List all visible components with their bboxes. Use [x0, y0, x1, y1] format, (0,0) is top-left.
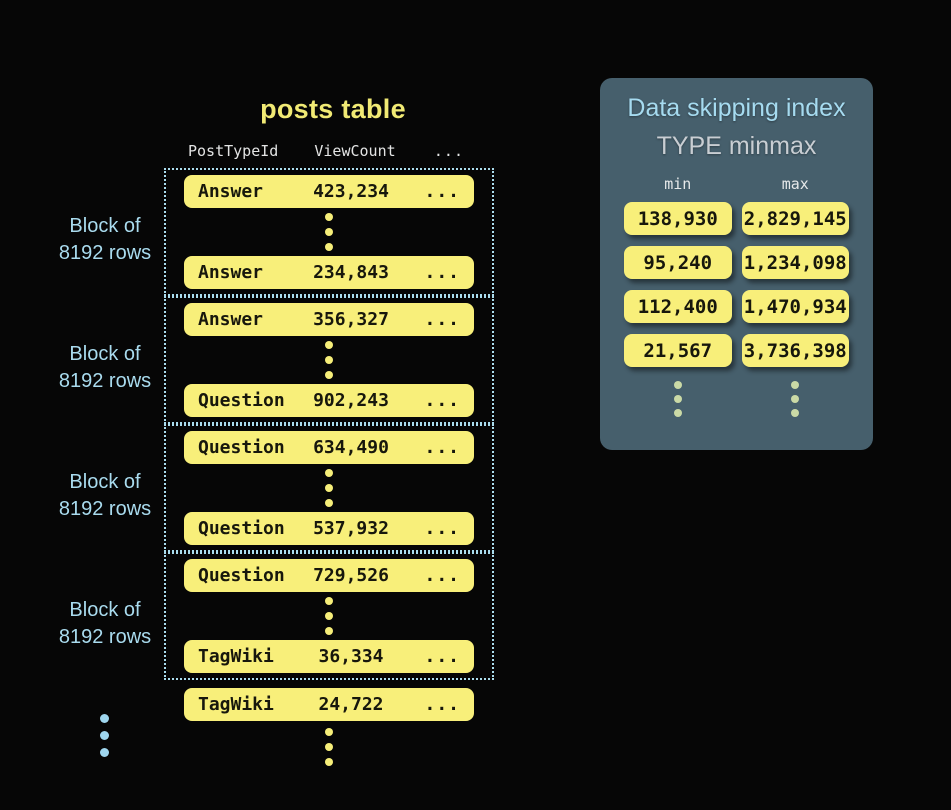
row-more: ...	[424, 437, 460, 458]
minmax-ellipsis-row	[624, 381, 849, 417]
row-posttypeid: Answer	[198, 262, 264, 283]
block-label-line: 8192 rows	[58, 242, 152, 264]
vertical-ellipsis-icon	[325, 597, 333, 635]
row-posttypeid: Question	[198, 390, 285, 411]
max-value-chip: 3,736,398	[741, 334, 849, 367]
vertical-ellipsis-icon	[325, 341, 333, 379]
block-label-line: 8192 rows	[58, 370, 152, 392]
row-viewcount: 902,243	[313, 390, 389, 411]
column-header-more: ...	[433, 142, 464, 160]
table-row: Answer 234,843...	[184, 256, 474, 289]
max-value-chip: 1,470,934	[741, 290, 849, 323]
max-value-chip: 1,234,098	[741, 246, 849, 279]
panel-subtitle: TYPE minmax	[656, 132, 817, 160]
vertical-ellipsis-icon	[791, 381, 800, 417]
row-viewcount: 729,526	[313, 565, 389, 586]
row-viewcount: 423,234	[313, 181, 389, 202]
row-posttypeid: Question	[198, 518, 285, 539]
block-size-label: Block of 8192 rows	[25, 341, 185, 395]
row-more: ...	[424, 309, 460, 330]
table-block: Question 729,526... TagWiki 36,334...	[164, 552, 494, 680]
block-label-line: Block of	[69, 343, 141, 365]
row-viewcount: 234,843	[313, 262, 389, 283]
block-size-label: Block of 8192 rows	[25, 213, 185, 267]
data-skipping-index-panel: Data skipping index TYPE minmax min max …	[600, 78, 873, 450]
row-more: ...	[424, 390, 460, 411]
table-row: Question 902,243...	[184, 384, 474, 417]
minmax-value-grid: 138,930 2,829,145 95,240 1,234,098 112,400 1,…	[624, 202, 849, 367]
posts-table-blocks: Answer 423,234... Answer 234,843... Answer 35…	[164, 168, 494, 680]
minmax-column-headers: min max	[624, 175, 849, 193]
row-more: ...	[424, 518, 460, 539]
row-viewcount: 356,327	[313, 309, 389, 330]
table-block: Answer 356,327... Question 902,243...	[164, 296, 494, 424]
row-more: ...	[424, 262, 460, 283]
row-posttypeid: Answer	[198, 309, 264, 330]
row-posttypeid: Question	[198, 565, 285, 586]
row-posttypeid: TagWiki	[198, 646, 274, 667]
row-posttypeid: Question	[198, 437, 285, 458]
row-more: ...	[424, 646, 460, 667]
min-value-chip: 138,930	[624, 202, 732, 235]
min-value-chip: 112,400	[624, 290, 732, 323]
table-row: Question 634,490...	[184, 431, 474, 464]
table-block: Answer 423,234... Answer 234,843...	[164, 168, 494, 296]
row-viewcount: 634,490	[313, 437, 389, 458]
block-label-line: 8192 rows	[58, 498, 152, 520]
row-viewcount: 24,722	[318, 694, 384, 715]
vertical-ellipsis-icon	[100, 714, 109, 757]
posts-table-title: posts table	[260, 94, 406, 124]
row-viewcount: 537,932	[313, 518, 389, 539]
block-size-label: Block of 8192 rows	[25, 469, 185, 523]
min-column-header: min	[664, 175, 692, 193]
row-more: ...	[424, 694, 460, 715]
vertical-ellipsis-icon	[325, 728, 333, 766]
block-label-line: Block of	[69, 471, 141, 493]
vertical-ellipsis-icon	[325, 213, 333, 251]
table-row: Answer 356,327...	[184, 303, 474, 336]
row-posttypeid: TagWiki	[198, 694, 274, 715]
column-header-posttypeid: PostTypeId	[188, 142, 279, 160]
block-label-line: Block of	[69, 599, 141, 621]
table-row: Question 729,526...	[184, 559, 474, 592]
table-row: Answer 423,234...	[184, 175, 474, 208]
min-value-chip: 95,240	[624, 246, 732, 279]
trailing-row-wrap: TagWiki 24,722 ...	[164, 688, 494, 766]
row-viewcount: 36,334	[318, 646, 384, 667]
max-column-header: max	[781, 175, 809, 193]
min-value-chip: 21,567	[624, 334, 732, 367]
block-label-line: Block of	[69, 215, 141, 237]
table-row: Question 537,932...	[184, 512, 474, 545]
table-row: TagWiki 24,722 ...	[184, 688, 474, 721]
posts-table-column-headers: PostTypeId ViewCount ...	[188, 142, 478, 160]
table-block: Question 634,490... Question 537,932...	[164, 424, 494, 552]
row-posttypeid: Answer	[198, 181, 264, 202]
block-label-line: 8192 rows	[58, 626, 152, 648]
vertical-ellipsis-icon	[673, 381, 682, 417]
max-value-chip: 2,829,145	[741, 202, 849, 235]
panel-title: Data skipping index	[627, 94, 846, 122]
row-more: ...	[424, 181, 460, 202]
table-row: TagWiki 36,334...	[184, 640, 474, 673]
row-more: ...	[424, 565, 460, 586]
column-header-viewcount: ViewCount	[314, 142, 396, 160]
vertical-ellipsis-icon	[325, 469, 333, 507]
block-size-label: Block of 8192 rows	[25, 597, 185, 651]
